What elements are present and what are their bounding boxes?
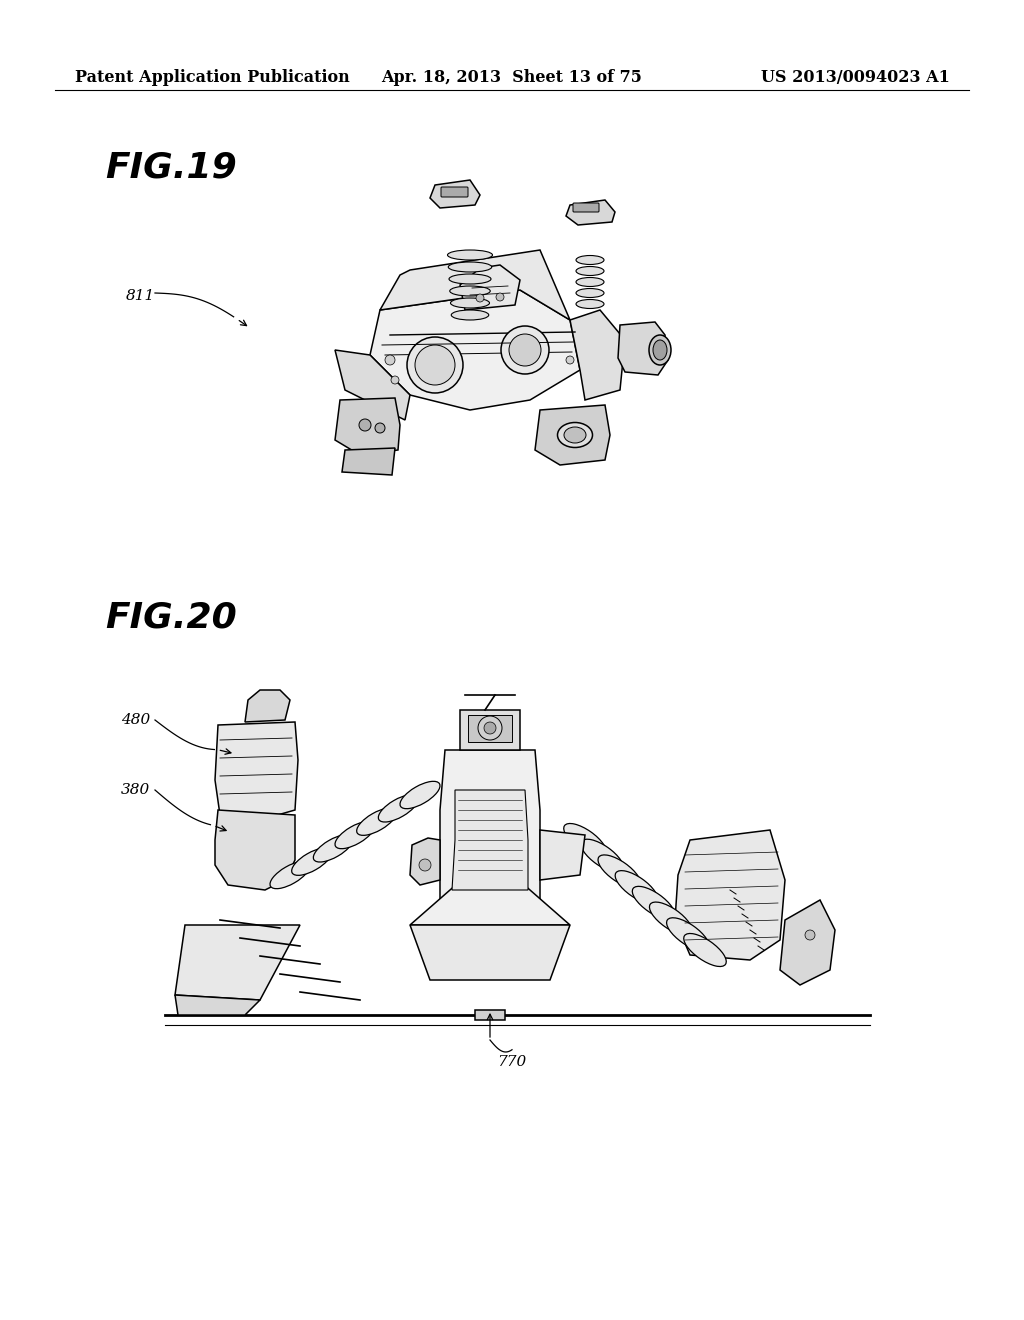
Ellipse shape bbox=[575, 300, 604, 309]
Circle shape bbox=[385, 355, 395, 366]
Polygon shape bbox=[370, 290, 580, 411]
Ellipse shape bbox=[598, 855, 641, 888]
Ellipse shape bbox=[447, 249, 493, 260]
FancyBboxPatch shape bbox=[573, 203, 599, 213]
Ellipse shape bbox=[575, 289, 604, 297]
Polygon shape bbox=[335, 399, 400, 455]
Polygon shape bbox=[475, 1010, 505, 1020]
Polygon shape bbox=[410, 855, 570, 925]
Circle shape bbox=[391, 376, 399, 384]
Ellipse shape bbox=[270, 862, 310, 888]
Polygon shape bbox=[440, 750, 540, 925]
Text: Patent Application Publication: Patent Application Publication bbox=[75, 70, 350, 87]
Ellipse shape bbox=[575, 267, 604, 276]
Ellipse shape bbox=[292, 847, 332, 875]
Polygon shape bbox=[175, 925, 300, 1001]
Polygon shape bbox=[452, 789, 528, 890]
Ellipse shape bbox=[564, 824, 606, 857]
Polygon shape bbox=[780, 900, 835, 985]
Polygon shape bbox=[410, 925, 570, 979]
Ellipse shape bbox=[335, 821, 375, 849]
Ellipse shape bbox=[400, 781, 440, 809]
Circle shape bbox=[419, 859, 431, 871]
Polygon shape bbox=[410, 838, 440, 884]
Ellipse shape bbox=[378, 795, 419, 822]
Circle shape bbox=[501, 326, 549, 374]
Ellipse shape bbox=[615, 871, 657, 904]
Polygon shape bbox=[535, 405, 610, 465]
Circle shape bbox=[407, 337, 463, 393]
Ellipse shape bbox=[564, 426, 586, 444]
Ellipse shape bbox=[649, 335, 671, 366]
Polygon shape bbox=[215, 722, 298, 820]
Circle shape bbox=[476, 294, 484, 302]
Ellipse shape bbox=[649, 902, 692, 935]
Circle shape bbox=[359, 418, 371, 432]
Ellipse shape bbox=[313, 834, 353, 862]
Polygon shape bbox=[335, 350, 410, 420]
Ellipse shape bbox=[452, 310, 488, 319]
Ellipse shape bbox=[653, 341, 667, 360]
Ellipse shape bbox=[557, 422, 593, 447]
Text: FIG.19: FIG.19 bbox=[105, 150, 237, 185]
Polygon shape bbox=[245, 690, 290, 722]
Ellipse shape bbox=[449, 261, 492, 272]
Polygon shape bbox=[430, 180, 480, 209]
Ellipse shape bbox=[575, 277, 604, 286]
Polygon shape bbox=[468, 715, 512, 742]
FancyBboxPatch shape bbox=[441, 187, 468, 197]
Text: US 2013/0094023 A1: US 2013/0094023 A1 bbox=[761, 70, 950, 87]
Polygon shape bbox=[566, 201, 615, 224]
Polygon shape bbox=[618, 322, 668, 375]
Polygon shape bbox=[175, 995, 260, 1015]
Text: 811: 811 bbox=[126, 289, 155, 304]
Polygon shape bbox=[342, 447, 395, 475]
Polygon shape bbox=[540, 830, 585, 880]
Ellipse shape bbox=[684, 933, 726, 966]
Ellipse shape bbox=[450, 286, 490, 296]
Circle shape bbox=[496, 293, 504, 301]
Ellipse shape bbox=[449, 275, 490, 284]
Text: FIG.20: FIG.20 bbox=[105, 601, 237, 635]
Polygon shape bbox=[380, 249, 570, 319]
Ellipse shape bbox=[632, 886, 675, 919]
Circle shape bbox=[566, 356, 574, 364]
Ellipse shape bbox=[581, 840, 624, 873]
Polygon shape bbox=[215, 810, 295, 890]
Text: Apr. 18, 2013  Sheet 13 of 75: Apr. 18, 2013 Sheet 13 of 75 bbox=[382, 70, 642, 87]
Circle shape bbox=[375, 422, 385, 433]
Ellipse shape bbox=[575, 256, 604, 264]
Circle shape bbox=[805, 931, 815, 940]
Polygon shape bbox=[675, 830, 785, 960]
Text: 480: 480 bbox=[121, 713, 150, 727]
Circle shape bbox=[509, 334, 541, 366]
Ellipse shape bbox=[356, 808, 396, 836]
Ellipse shape bbox=[451, 298, 489, 308]
Circle shape bbox=[415, 345, 455, 385]
Circle shape bbox=[484, 722, 496, 734]
Polygon shape bbox=[460, 265, 520, 310]
Text: 380: 380 bbox=[121, 783, 150, 797]
Polygon shape bbox=[460, 710, 520, 750]
Polygon shape bbox=[570, 310, 625, 400]
Text: 770: 770 bbox=[498, 1055, 526, 1069]
Circle shape bbox=[478, 715, 502, 741]
Ellipse shape bbox=[667, 917, 710, 950]
